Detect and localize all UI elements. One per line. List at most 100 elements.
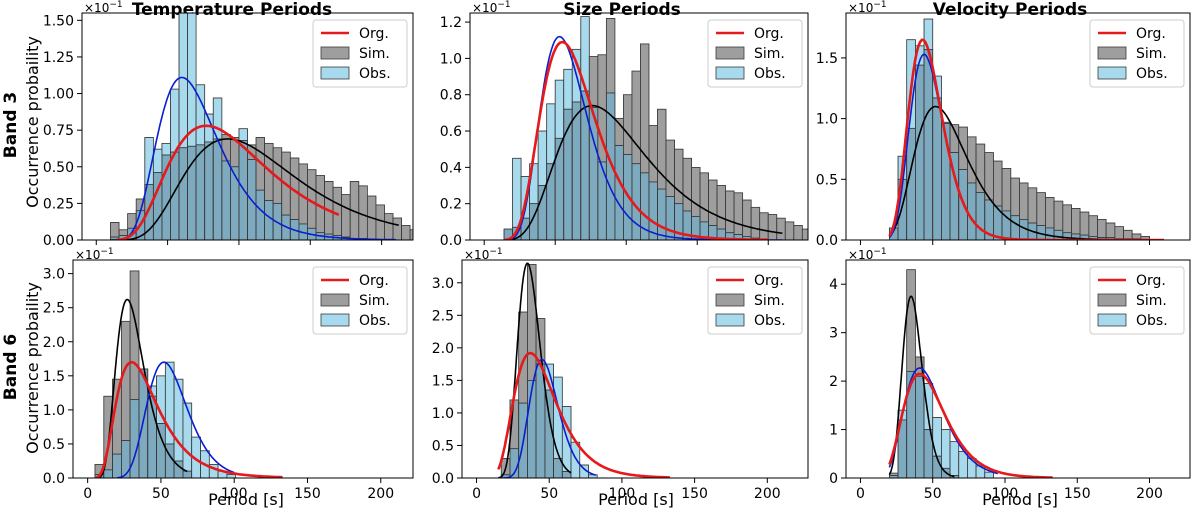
y-tick-label: 2.0 <box>432 341 454 357</box>
sim-fit-curve <box>498 262 572 478</box>
y-axis-label-band3: Occurrence probaility <box>23 36 42 208</box>
legend: Org. Sim. Obs. <box>1089 19 1185 88</box>
sim-bar <box>1071 208 1081 235</box>
overlap-bar <box>665 196 675 240</box>
sim-bar <box>1027 187 1038 224</box>
overlap-bar <box>527 380 537 478</box>
overlap-bar <box>915 64 925 240</box>
sim-bar <box>725 190 735 234</box>
axes-frame <box>81 12 414 241</box>
sim-bar <box>793 225 803 240</box>
scale-exponent: −1 <box>489 247 502 257</box>
x-tick-label: 100 <box>992 486 1019 502</box>
sim-bar <box>1036 192 1046 226</box>
x-axis-label-velocity: Period [s] <box>982 490 1058 509</box>
sim-bar <box>648 125 658 183</box>
sim-bar <box>409 229 413 240</box>
sim-bar <box>708 179 718 226</box>
y-tick-label: 0.0 <box>816 233 838 249</box>
overlap-bar <box>975 192 986 240</box>
scale-exponent: −1 <box>873 247 886 257</box>
obs-bar <box>170 88 180 153</box>
y-tick-label: 0.0 <box>440 233 462 249</box>
sim-bar <box>118 229 129 236</box>
sim-bar <box>341 194 351 238</box>
legend-org-label: Org. <box>754 273 784 289</box>
y-tick-label: 0 <box>829 471 838 487</box>
overlap-bar <box>212 138 223 240</box>
x-tick-label: 200 <box>367 486 394 502</box>
panel-band6-temperature: 0 50 100 150 2000.00.51.01.52.02.53.0×10−1Or… <box>43 247 414 502</box>
org-fit-curve <box>94 360 283 478</box>
x-tick-label: 50 <box>924 486 942 502</box>
legend-org-label: Org. <box>754 26 784 42</box>
legend-sim-swatch <box>320 46 350 60</box>
legend: Org. Sim. Obs. <box>707 19 803 88</box>
obs-bar <box>958 451 968 478</box>
legend-org-label: Org. <box>359 273 389 289</box>
legend-obs-swatch <box>715 66 745 80</box>
overlap-bar <box>915 375 925 478</box>
legend-obs-label: Obs. <box>1136 66 1168 82</box>
overlap-bar <box>103 469 113 478</box>
sim-bar <box>1010 177 1020 217</box>
y-tick-label: 0.5 <box>816 172 838 188</box>
legend-obs-label: Obs. <box>1136 313 1168 329</box>
axes-frame <box>72 259 414 479</box>
y-tick-label: 0.2 <box>440 197 462 213</box>
legend-obs-swatch <box>320 313 350 327</box>
legend: Org. Sim. Obs. <box>707 266 803 335</box>
sim-bar <box>1045 197 1055 229</box>
sim-bar <box>674 148 684 205</box>
y-tick-label: 0.6 <box>440 124 462 140</box>
y-tick-label: 1.00 <box>43 87 74 103</box>
legend-sim-label: Sim. <box>359 293 390 309</box>
overlap-bar <box>195 144 206 240</box>
y-tick-label: 4 <box>829 277 838 293</box>
sim-bar <box>640 43 650 174</box>
overlap-bar <box>264 200 274 240</box>
sim-bar <box>384 213 394 240</box>
panel-band6-size: 0 50 100 150 2000.00.51.01.52.02.53.0×10−1Or… <box>432 247 809 502</box>
y-tick-label: 0.00 <box>43 233 74 249</box>
sim-bar <box>1062 204 1072 234</box>
sim-bar-edge <box>1140 236 1150 240</box>
scale-exponent: −1 <box>873 0 886 10</box>
overlap-bar <box>204 141 214 240</box>
legend-sim-swatch <box>1097 46 1127 60</box>
sim-bar <box>1088 215 1098 237</box>
column-title-size: Size Periods <box>563 0 681 20</box>
y-tick-label: 2 <box>829 374 838 390</box>
sim-bar <box>682 157 692 212</box>
legend-obs-label: Obs. <box>754 313 786 329</box>
x-tick-label: 50 <box>540 486 558 502</box>
sim-bar <box>767 214 778 240</box>
obs-fit-curve <box>116 361 235 478</box>
y-tick-label: 2.5 <box>43 301 65 317</box>
x-tick-label: 200 <box>1136 486 1163 502</box>
y-tick-label: 2.0 <box>43 335 65 351</box>
sim-bar <box>1079 211 1090 236</box>
sim-bar <box>1019 182 1029 220</box>
scale-exponent: −1 <box>109 0 122 10</box>
legend: Org. Sim. Obs. <box>312 19 408 88</box>
obs-bar <box>984 471 994 478</box>
obs-bar <box>156 375 166 424</box>
legend-obs-label: Obs. <box>359 66 391 82</box>
obs-bar <box>570 441 581 478</box>
sim-bar <box>750 206 761 239</box>
row-label-band6: Band 6 <box>1 334 21 400</box>
sim-bar-edge <box>409 229 413 240</box>
y-tick-label: 1.5 <box>432 373 454 389</box>
x-tick-label: 50 <box>152 486 170 502</box>
obs-bar <box>187 13 197 147</box>
sim-bar <box>716 185 726 230</box>
legend-obs-swatch <box>1097 66 1127 80</box>
overlap-bar <box>614 145 624 240</box>
obs-bar <box>563 68 573 110</box>
legend-sim-label: Sim. <box>754 46 785 62</box>
sim-fit-curve <box>110 138 399 240</box>
row-label-band3: Band 3 <box>1 92 21 158</box>
org-fit-curve <box>497 351 671 478</box>
